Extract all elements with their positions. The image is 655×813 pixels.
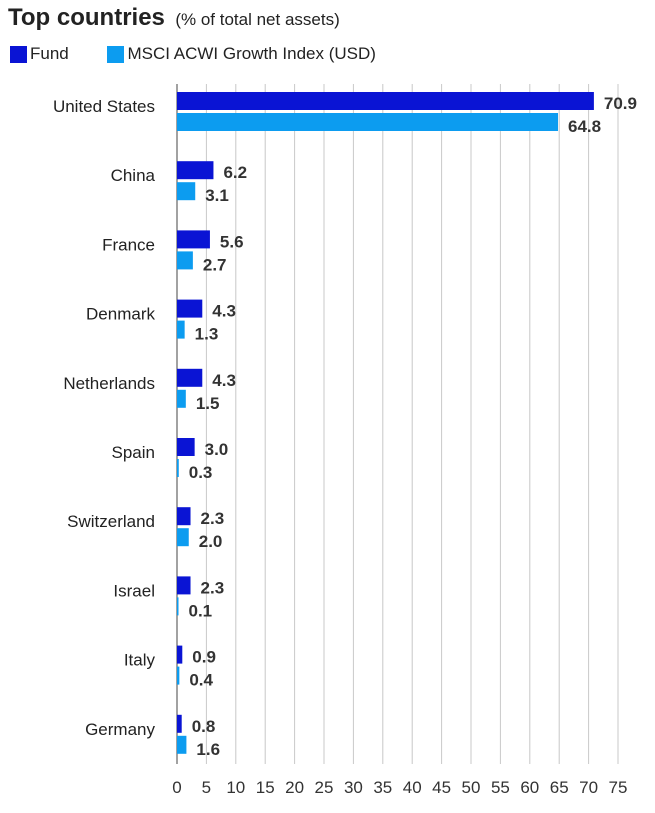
category-label-italy: Italy xyxy=(124,651,156,670)
data-label-fund-italy: 0.9 xyxy=(192,648,216,667)
category-label-france: France xyxy=(102,235,155,254)
legend-item-fund: Fund xyxy=(10,44,69,64)
bar-fund-france xyxy=(177,230,210,249)
x-tick-label-65: 65 xyxy=(550,778,569,797)
x-tick-label-20: 20 xyxy=(285,778,304,797)
bar-fund-spain xyxy=(177,438,195,456)
category-label-spain: Spain xyxy=(112,443,155,462)
data-label-index-germany: 1.6 xyxy=(196,740,220,759)
data-label-fund-netherlands: 4.3 xyxy=(212,371,236,390)
bar-index-china xyxy=(177,182,196,201)
data-label-fund-united-states: 70.9 xyxy=(604,94,637,113)
x-tick-label-70: 70 xyxy=(579,778,598,797)
category-label-united-states: United States xyxy=(53,97,155,116)
x-tick-label-5: 5 xyxy=(202,778,211,797)
bar-fund-china xyxy=(177,161,214,180)
bar-index-italy xyxy=(177,666,180,685)
data-label-fund-france: 5.6 xyxy=(220,232,244,251)
data-label-index-switzerland: 2.0 xyxy=(199,532,223,551)
category-label-netherlands: Netherlands xyxy=(63,374,155,393)
bar-index-switzerland xyxy=(177,528,189,547)
data-label-index-france: 2.7 xyxy=(203,255,227,274)
data-label-index-denmark: 1.3 xyxy=(195,325,219,344)
x-tick-label-35: 35 xyxy=(373,778,392,797)
x-tick-label-45: 45 xyxy=(432,778,451,797)
bar-fund-israel xyxy=(177,576,191,595)
x-tick-label-55: 55 xyxy=(491,778,510,797)
bar-index-israel xyxy=(177,597,179,616)
x-tick-label-15: 15 xyxy=(256,778,275,797)
x-tick-label-10: 10 xyxy=(226,778,245,797)
data-label-fund-china: 6.2 xyxy=(223,163,247,182)
category-label-china: China xyxy=(111,166,156,185)
category-label-denmark: Denmark xyxy=(86,305,155,324)
bar-index-spain xyxy=(177,459,179,477)
data-label-fund-spain: 3.0 xyxy=(205,440,229,459)
bar-index-united-states xyxy=(177,113,559,131)
x-tick-label-75: 75 xyxy=(609,778,628,797)
legend-item-index: MSCI ACWI Growth Index (USD) xyxy=(107,44,376,64)
data-label-fund-switzerland: 2.3 xyxy=(201,509,225,528)
legend-label-fund: Fund xyxy=(30,44,69,63)
data-label-fund-israel: 2.3 xyxy=(201,578,225,597)
bar-index-netherlands xyxy=(177,389,186,408)
bar-fund-italy xyxy=(177,645,183,664)
bar-index-france xyxy=(177,251,193,270)
data-label-index-israel: 0.1 xyxy=(189,601,213,620)
data-label-index-netherlands: 1.5 xyxy=(196,394,220,413)
data-label-fund-denmark: 4.3 xyxy=(212,302,236,321)
category-label-switzerland: Switzerland xyxy=(67,512,155,531)
x-tick-label-0: 0 xyxy=(172,778,181,797)
bar-fund-switzerland xyxy=(177,507,191,526)
chart-legend: Fund MSCI ACWI Growth Index (USD) xyxy=(10,44,410,68)
x-tick-label-60: 60 xyxy=(520,778,539,797)
x-tick-label-30: 30 xyxy=(344,778,363,797)
x-tick-label-40: 40 xyxy=(403,778,422,797)
bar-index-germany xyxy=(177,735,187,754)
legend-swatch-index xyxy=(107,45,125,63)
data-label-index-spain: 0.3 xyxy=(189,463,213,482)
chart-subtitle: (% of total net assets) xyxy=(175,10,340,29)
x-tick-label-50: 50 xyxy=(462,778,481,797)
data-label-fund-germany: 0.8 xyxy=(192,717,216,736)
chart-title: Top countries xyxy=(8,4,165,31)
data-label-index-china: 3.1 xyxy=(205,186,229,205)
chart-header: Top countries (% of total net assets) xyxy=(8,4,340,32)
category-label-germany: Germany xyxy=(85,720,155,739)
bar-index-denmark xyxy=(177,320,185,339)
category-label-israel: Israel xyxy=(113,581,155,600)
bar-fund-netherlands xyxy=(177,368,203,387)
bar-fund-denmark xyxy=(177,299,203,318)
bar-fund-united-states xyxy=(177,92,594,110)
data-label-index-united-states: 64.8 xyxy=(568,117,601,136)
data-label-index-italy: 0.4 xyxy=(189,671,213,690)
legend-swatch-fund xyxy=(10,45,27,63)
bar-fund-germany xyxy=(177,714,182,733)
x-tick-label-25: 25 xyxy=(315,778,334,797)
legend-label-index: MSCI ACWI Growth Index (USD) xyxy=(127,44,376,63)
